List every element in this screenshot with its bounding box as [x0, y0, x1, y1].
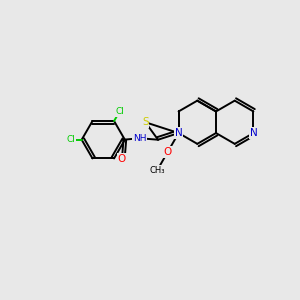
Text: S: S [142, 117, 149, 127]
Text: NH: NH [133, 134, 146, 143]
Text: O: O [118, 154, 126, 164]
Text: N: N [250, 128, 257, 138]
Text: O: O [164, 147, 172, 157]
Text: CH₃: CH₃ [149, 166, 165, 175]
Text: Cl: Cl [66, 135, 75, 144]
Text: Cl: Cl [115, 107, 124, 116]
Text: N: N [175, 128, 182, 138]
